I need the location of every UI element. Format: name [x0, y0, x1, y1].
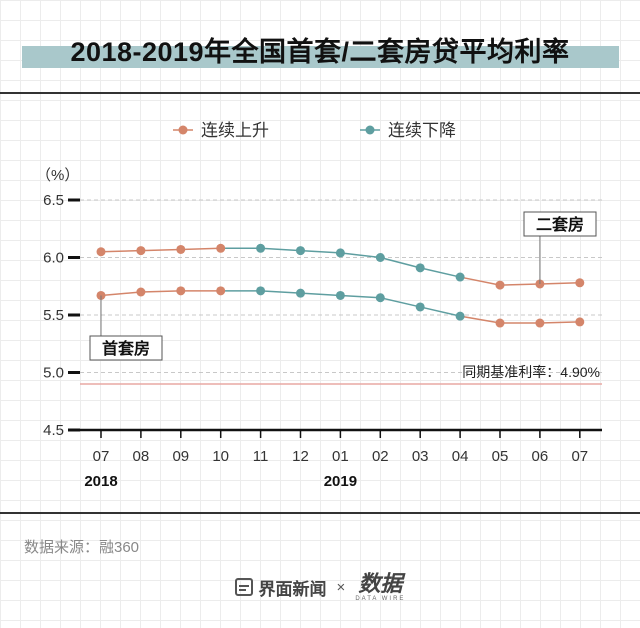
title-band	[22, 46, 619, 68]
series-0-point-5	[296, 246, 305, 256]
year-label-0: 2018	[84, 473, 117, 490]
series-0-point-8	[415, 263, 425, 273]
series-0-point-12	[575, 278, 585, 288]
jiemian-logo: 界面新闻	[234, 575, 327, 600]
x-tick-label-3: 10	[212, 448, 229, 465]
jiemian-icon	[234, 578, 253, 596]
chart-title: 2018-2019年全国首套/二套房贷平均利率	[70, 37, 570, 67]
second-home-callout-box	[523, 211, 597, 237]
data-source: 数据来源：融360	[24, 539, 140, 556]
series-1-point-3	[216, 286, 226, 296]
bottom-divider	[0, 512, 640, 514]
series-1-segment-5	[300, 292, 341, 297]
first-home-callout-box	[89, 335, 163, 361]
series-0-segment-2	[180, 247, 221, 251]
y-tick-label-3: 5.0	[43, 365, 64, 382]
series-0-point-0	[96, 247, 106, 257]
year-label-1: 2019	[324, 473, 357, 490]
series-0-segment-11	[539, 282, 580, 285]
datawire-logo-text: 数据	[358, 570, 403, 597]
series-0-point-10	[495, 280, 505, 290]
series-0-segment-10	[499, 283, 540, 286]
series-1-point-9	[455, 311, 465, 321]
series-1-point-8	[415, 302, 425, 312]
times-sign: ×	[336, 578, 346, 596]
series-1-point-6	[335, 290, 345, 300]
datawire-logo: 数据 DATA WIRE	[355, 573, 405, 602]
x-tick-label-7: 02	[372, 448, 389, 465]
legend-marker-0	[178, 125, 188, 135]
legend-label-1: 连续下降	[388, 121, 456, 140]
x-tick-label-6: 01	[332, 448, 349, 465]
series-0-segment-0	[100, 249, 141, 253]
series-0-point-2	[176, 244, 186, 254]
x-tick-label-9: 04	[452, 448, 469, 465]
y-tick-label-1: 6.0	[43, 250, 64, 267]
series-0-segment-5	[300, 249, 341, 254]
x-tick-label-2: 09	[172, 448, 189, 465]
x-tick-label-0: 07	[93, 448, 110, 465]
legend-label-0: 连续上升	[201, 121, 269, 140]
series-1-segment-4	[260, 290, 301, 294]
x-tick-label-12: 07	[571, 448, 588, 465]
series-1-segment-1	[140, 290, 181, 293]
series-0-point-4	[256, 243, 266, 253]
legend-marker-1	[365, 125, 375, 135]
x-tick-label-8: 03	[412, 448, 429, 465]
reference-label: 同期基准利率：4.90%	[462, 364, 600, 380]
series-1-point-2	[176, 286, 186, 296]
y-tick-label-4: 4.5	[43, 422, 64, 439]
x-tick-label-11: 06	[532, 448, 549, 465]
y-unit-label: （%）	[36, 167, 79, 184]
series-1-point-10	[495, 318, 505, 328]
series-1-point-5	[296, 288, 305, 298]
series-1-segment-7	[380, 297, 421, 308]
y-tick-label-0: 6.5	[43, 192, 64, 209]
series-0-point-6	[335, 248, 345, 258]
series-1-segment-9	[459, 315, 501, 324]
jiemian-logo-text: 界面新闻	[258, 579, 327, 599]
x-tick-label-10: 05	[492, 448, 509, 465]
datawire-logo-subtext: DATA WIRE	[355, 595, 406, 602]
first-home-callout-text: 首套房	[102, 339, 150, 358]
x-tick-label-1: 08	[133, 448, 150, 465]
series-1-segment-0	[100, 291, 141, 297]
top-divider	[0, 92, 640, 94]
series-0-point-3	[216, 243, 226, 253]
series-0-segment-6	[340, 252, 381, 259]
series-0-point-1	[136, 246, 146, 256]
series-1-segment-6	[340, 294, 381, 299]
series-0-point-9	[455, 272, 465, 282]
x-tick-label-5: 12	[292, 448, 309, 465]
series-1-point-7	[375, 293, 385, 303]
series-0-segment-8	[420, 267, 461, 278]
series-0-segment-7	[380, 256, 421, 269]
series-1-point-4	[256, 286, 266, 296]
x-tick-label-4: 11	[253, 448, 269, 465]
series-0-segment-1	[140, 248, 181, 252]
series-1-point-11	[535, 318, 545, 328]
y-tick-label-2: 5.5	[43, 307, 64, 324]
series-1-segment-11	[539, 321, 580, 324]
series-0-segment-9	[459, 276, 501, 286]
series-1-segment-8	[420, 306, 461, 317]
series-0-point-7	[375, 253, 385, 262]
series-0-segment-4	[260, 247, 301, 252]
second-home-callout-text: 二套房	[536, 215, 584, 234]
series-1-point-1	[136, 287, 146, 297]
series-1-point-12	[575, 317, 585, 327]
footer-logos: 界面新闻 × 数据 DATA WIRE	[0, 572, 640, 602]
